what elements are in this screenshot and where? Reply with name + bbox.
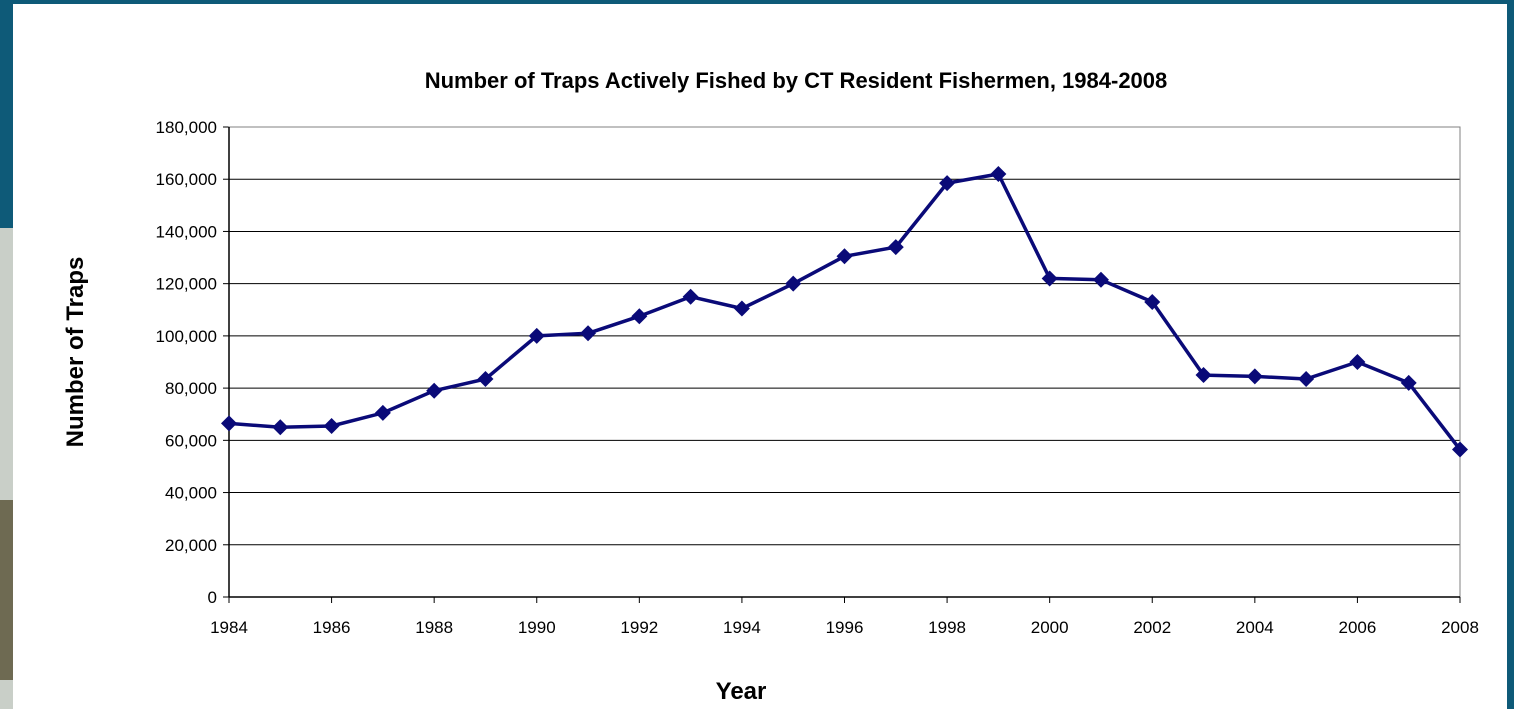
data-point-marker xyxy=(631,308,648,325)
data-point-marker xyxy=(939,175,956,192)
data-point-marker xyxy=(1144,293,1161,310)
slide-photo-detail xyxy=(0,500,13,680)
slide-frame-right-band xyxy=(1507,0,1514,709)
data-point-marker xyxy=(221,415,237,432)
y-tick-label: 80,000 xyxy=(165,379,217,398)
x-tick-label: 2002 xyxy=(1133,618,1171,637)
data-markers xyxy=(221,166,1468,458)
plot-area-border xyxy=(228,126,1461,598)
data-point-marker xyxy=(887,239,904,256)
data-point-marker xyxy=(1041,270,1058,287)
x-tick-label: 1990 xyxy=(518,618,556,637)
axes xyxy=(228,127,1461,603)
data-point-marker xyxy=(682,288,699,305)
data-point-marker xyxy=(580,325,597,342)
data-point-marker xyxy=(323,417,340,434)
data-point-marker xyxy=(272,419,289,436)
chart-title: Number of Traps Actively Fished by CT Re… xyxy=(425,68,1168,93)
y-tick-label: 140,000 xyxy=(156,222,217,241)
y-axis-title: Number of Traps xyxy=(62,257,89,448)
data-point-marker xyxy=(1452,441,1468,458)
y-tick-label: 0 xyxy=(208,588,217,607)
data-point-marker xyxy=(1195,367,1212,384)
series-line xyxy=(228,172,1462,451)
y-tick-label: 20,000 xyxy=(165,536,217,555)
slide-frame-left-band xyxy=(0,0,13,228)
y-tick-label: 40,000 xyxy=(165,484,217,503)
data-point-marker xyxy=(1349,354,1366,370)
slide-frame-top xyxy=(0,0,1514,4)
y-tick-label: 180,000 xyxy=(156,118,217,137)
y-tick-label: 160,000 xyxy=(156,170,217,189)
data-point-marker xyxy=(1400,374,1417,391)
data-point-marker xyxy=(836,248,853,265)
x-tick-label: 1994 xyxy=(723,618,761,637)
data-point-marker xyxy=(1246,368,1263,385)
data-point-marker xyxy=(785,275,802,292)
x-tick-label: 1996 xyxy=(826,618,864,637)
gridlines xyxy=(223,126,1460,598)
x-tick-label: 2004 xyxy=(1236,618,1274,637)
x-tick-label: 1984 xyxy=(210,618,248,637)
x-tick-label: 2000 xyxy=(1031,618,1069,637)
data-point-marker xyxy=(528,327,545,344)
chart-panel: Number of Traps Actively Fished by CT Re… xyxy=(13,4,1507,709)
data-point-marker xyxy=(990,166,1007,182)
x-tick-label: 1992 xyxy=(620,618,658,637)
x-tick-label: 2006 xyxy=(1339,618,1377,637)
y-tick-label: 60,000 xyxy=(165,431,217,450)
x-tick-label: 1986 xyxy=(313,618,351,637)
y-tick-label: 100,000 xyxy=(156,327,217,346)
data-point-marker xyxy=(1092,271,1109,288)
data-point-marker xyxy=(477,370,494,387)
x-axis-title: Year xyxy=(716,678,767,705)
x-tick-label: 1998 xyxy=(928,618,966,637)
data-point-marker xyxy=(733,300,750,317)
line-chart: Number of Traps Actively Fished by CT Re… xyxy=(62,68,1479,705)
x-tick-label: 1988 xyxy=(415,618,453,637)
y-axis-tick-labels: 0 20,000 40,000 60,000 80,000 100,000 120,000 1… xyxy=(156,118,217,607)
data-point-marker xyxy=(374,404,391,421)
y-tick-label: 120,000 xyxy=(156,275,217,294)
x-tick-label: 2008 xyxy=(1441,618,1479,637)
data-point-marker xyxy=(426,382,443,399)
x-axis-tick-labels: 1984 1986 1988 1990 1992 1994 1996 1998 2000 2002… xyxy=(210,618,1479,637)
data-point-marker xyxy=(1298,370,1315,387)
